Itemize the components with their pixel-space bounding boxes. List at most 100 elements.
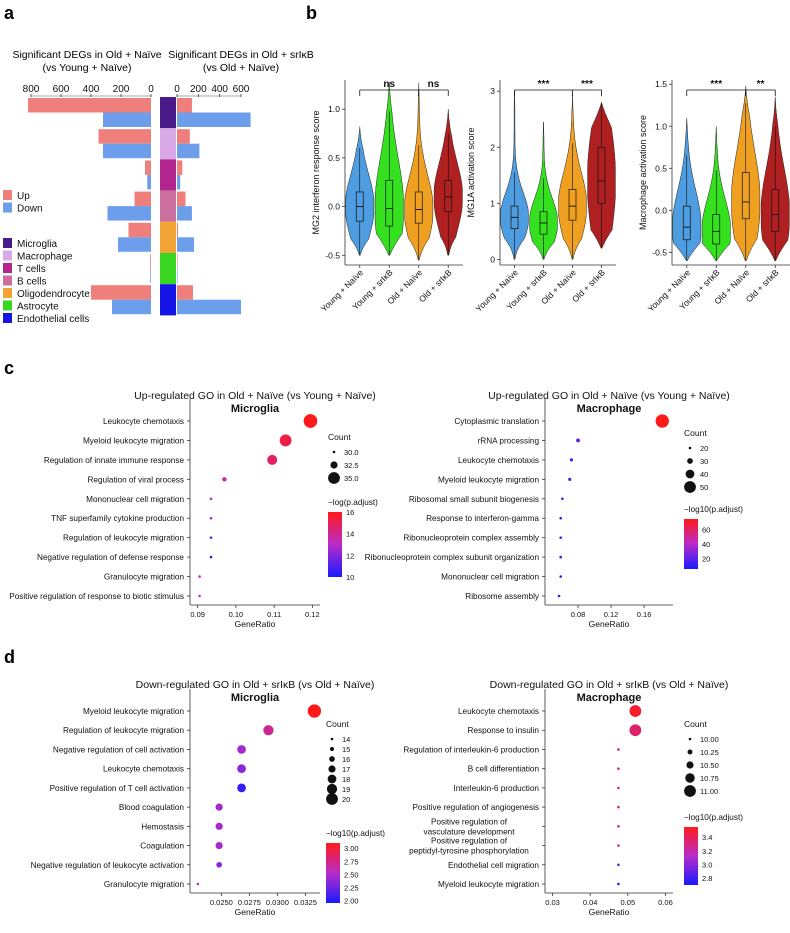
deg-bar-right-up (177, 160, 183, 175)
go-color-legend-title: −log10(p.adjust) (684, 813, 743, 822)
violin-y-tick-label: 0.5 (655, 163, 667, 173)
go-term-label: Response to insulin (468, 726, 540, 735)
go-size-legend-dot (332, 450, 336, 454)
go-dot (559, 516, 562, 520)
go-dot (655, 414, 669, 428)
go-size-legend-title: Count (328, 432, 351, 442)
go-term-label: Regulation of leukocyte migration (63, 726, 185, 735)
go-term-label: Leukocyte chemotaxis (103, 417, 184, 426)
legend-swatch-celltype (3, 238, 12, 248)
legend-label-celltype: Astrocyte (17, 302, 59, 313)
violin-y-label: Macrophage activation score (638, 115, 648, 230)
go-dot (617, 863, 620, 867)
go-term-label: Leukocyte chemotaxis (458, 707, 539, 716)
legend-label-celltype: Macrophage (17, 252, 73, 263)
deg-bar-right-up (177, 254, 178, 269)
go-dot (196, 882, 200, 886)
deg-bar-right-up (177, 98, 192, 113)
go-dot (617, 748, 620, 751)
deg-bar-left-down (107, 206, 151, 221)
violin-y-tick-label: 1 (490, 198, 495, 208)
go-dot (215, 822, 223, 830)
violin-shape (433, 109, 463, 256)
go-size-legend-label: 32.5 (344, 461, 359, 470)
go-dot-plots: Up-regulated GO in Old + Naïve (vs Young… (9, 390, 743, 917)
go-term-label: Positive regulation of T cell activation (50, 784, 185, 793)
deg-bar-left-up (145, 160, 151, 175)
significance-label: ** (757, 79, 765, 90)
go-term-label: TNF superfamily cytokine production (51, 514, 184, 523)
deg-bar-right-down (177, 143, 200, 159)
go-size-legend-label: 30.0 (344, 448, 359, 457)
panel-label-a: a (4, 3, 15, 23)
go-x-tick-label: 0.08 (571, 610, 586, 619)
violin-y-tick-label: 0.0 (328, 202, 340, 212)
go-term-label: Positive regulation of peptidyl-tyrosine … (409, 837, 529, 856)
go-color-legend-bar (328, 512, 342, 577)
go-term-label: Ribosomal small subunit biogenesis (409, 495, 539, 504)
legend-label-celltype: B cells (17, 277, 46, 288)
deg-right-tick-label: 200 (190, 84, 207, 95)
go-color-legend-label: 3.2 (702, 847, 712, 856)
violin-y-tick-label: 0 (490, 254, 495, 264)
go-term-label: Leukocyte chemotaxis (103, 765, 184, 774)
go-x-tick-label: 0.0300 (266, 898, 289, 907)
go-x-tick-label: 0.09 (190, 610, 205, 619)
violin-y-tick-label: -0.5 (325, 250, 340, 260)
go-size-legend-dot (687, 458, 693, 464)
deg-bar-left-down (112, 299, 151, 315)
go-color-legend-label: 2.00 (344, 896, 359, 905)
legend-label-celltype: Microglia (17, 239, 57, 250)
violin-y-tick-label: 3 (490, 86, 495, 96)
go-dot (237, 745, 246, 754)
deg-bar-left-up (98, 129, 151, 144)
significance-label: ns (428, 79, 440, 90)
go-plot-go_c_microglia: Up-regulated GO in Old + Naïve (vs Young… (9, 390, 378, 629)
go-dot (209, 516, 213, 520)
legend-label-celltype: Oligodendrocyte (17, 289, 90, 300)
violin-y-tick-label: 1.0 (328, 104, 340, 114)
legend-label-celltype: T cells (17, 264, 46, 275)
legend-swatch-celltype (3, 275, 12, 286)
go-size-legend-label: 11.00 (700, 787, 718, 796)
go-term-label: Positive regulation of angiogenesis (412, 803, 539, 812)
deg-bar-right-down (177, 299, 241, 315)
go-size-legend-title: Count (684, 428, 707, 438)
go-color-legend-title: −log10(p.adjust) (684, 505, 743, 514)
deg-left-tick-label: 800 (23, 84, 40, 95)
deg-bar-left-up (91, 285, 151, 300)
legend-swatch-celltype (3, 288, 12, 298)
violin-plot-violin_mac: -0.5 0.0 0.5 1.0 1.5 Macrophage activation sc… (638, 79, 790, 314)
go-term-label: Ribosome assembly (465, 592, 540, 601)
legend-label-celltype: Endothelial cells (17, 314, 89, 325)
deg-left-title-line1: Significant DEGs in Old + Naïve (12, 49, 161, 61)
go-dot (629, 705, 642, 717)
go-term-label: Endothelial cell migration (448, 861, 539, 870)
go-plot-subtitle: Microglia (231, 403, 280, 415)
go-x-tick-label: 0.05 (621, 898, 636, 907)
go-term-label: Ribonucleoprotein complex subunit organi… (365, 553, 540, 562)
go-term-label: B cell differentiation (468, 765, 540, 774)
go-term-label: Hemostasis (141, 822, 184, 831)
deg-right-tick-label: 400 (211, 84, 228, 95)
legend-label-down: Down (17, 204, 43, 215)
go-dot (568, 477, 572, 481)
deg-bar-chart: 800 600 400 200 0 0 200 400 600 (23, 84, 251, 316)
go-size-legend-dot (326, 783, 338, 795)
go-dot (215, 841, 223, 850)
deg-bar-right-down (177, 206, 192, 221)
go-term-label: Regulation of viral process (88, 475, 184, 484)
deg-bar-right-down (177, 268, 178, 283)
legend-swatch-up (3, 190, 12, 200)
go-term-label: Positive regulation of vasculature develo… (423, 817, 515, 836)
violin-y-tick-label: 0.5 (328, 153, 340, 163)
panel-label-b: b (306, 3, 317, 23)
go-size-legend-dot (328, 472, 340, 484)
go-plot-subtitle: Macrophage (577, 692, 642, 704)
go-x-label: GeneRatio (235, 907, 276, 917)
deg-celltype-strip (160, 128, 176, 160)
go-size-legend-dot (688, 737, 692, 741)
go-size-legend-label: 10.75 (700, 774, 719, 783)
go-term-label: Coagulation (140, 842, 184, 851)
go-term-label: Negative regulation of defense response (37, 553, 184, 562)
